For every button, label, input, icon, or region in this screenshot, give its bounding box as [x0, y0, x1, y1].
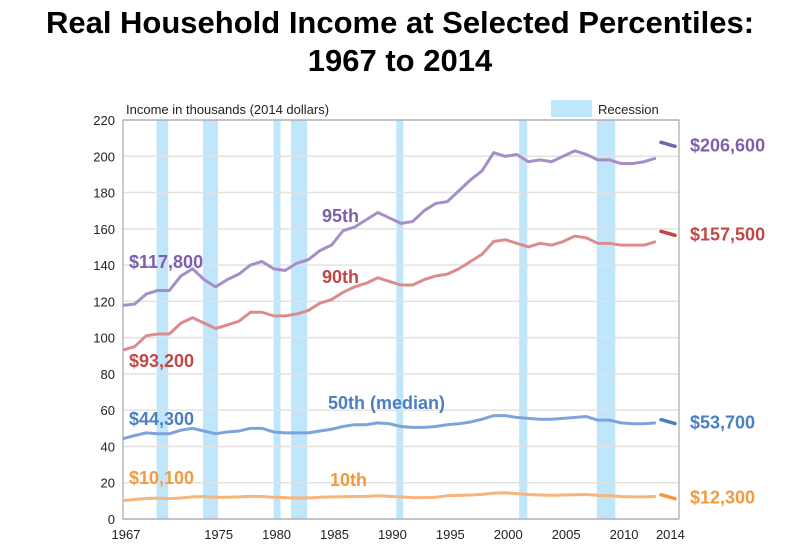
y-axis-label: Income in thousands (2014 dollars): [126, 102, 329, 117]
plot-frame: [122, 119, 680, 520]
end-value-label: $53,700: [690, 413, 755, 433]
x-tick-label: 1967: [112, 527, 141, 542]
end-marker-2: [659, 417, 677, 426]
y-tick-label: 40: [101, 439, 115, 454]
end-value-label: $157,500: [690, 224, 765, 244]
x-tick-label: 1980: [262, 527, 291, 542]
x-tick-label: 2014: [656, 527, 685, 542]
x-tick-label: 2000: [494, 527, 523, 542]
recession-band: [596, 120, 616, 519]
series-name-label: 90th: [322, 267, 359, 287]
legend-recession-label: Recession: [598, 102, 659, 117]
recession-band: [202, 120, 218, 519]
x-tick-label: 1995: [436, 527, 465, 542]
x-tick-label: 1985: [320, 527, 349, 542]
series-line-0: [122, 149, 657, 307]
series-line-1: [122, 234, 657, 352]
series-line-2: [122, 414, 656, 441]
recession-band: [156, 120, 169, 519]
series-name-label: 10th: [330, 470, 367, 490]
recession-band: [273, 120, 281, 519]
start-value-label: $117,800: [129, 252, 203, 272]
end-value-label: $12,300: [690, 488, 755, 508]
y-tick-label: 80: [101, 367, 115, 382]
y-tick-label: 160: [93, 222, 115, 237]
legend-recession-swatch: [551, 100, 592, 117]
x-tick-label: 2010: [610, 527, 639, 542]
x-tick-label: 1990: [378, 527, 407, 542]
y-tick-label: 120: [93, 294, 115, 309]
x-tick-label: 1975: [204, 527, 233, 542]
y-tick-label: 0: [108, 512, 115, 527]
chart-title: Real Household Income at Selected Percen…: [0, 4, 800, 80]
recession-band: [290, 120, 308, 519]
y-tick-label: 60: [101, 403, 115, 418]
end-marker-1: [659, 229, 677, 238]
y-tick-label: 100: [93, 331, 115, 346]
x-tick-label: 2005: [552, 527, 581, 542]
start-value-label: $10,100: [129, 468, 194, 488]
y-tick-label: 180: [93, 186, 115, 201]
y-tick-label: 220: [93, 113, 115, 128]
series-name-label: 95th: [322, 206, 359, 226]
end-marker-3: [659, 492, 677, 501]
start-value-label: $44,300: [129, 409, 194, 429]
y-tick-label: 140: [93, 258, 115, 273]
end-marker-0: [659, 140, 677, 149]
title-line-1: Real Household Income at Selected Percen…: [45, 5, 755, 40]
start-value-label: $93,200: [129, 351, 194, 371]
y-tick-label: 20: [101, 476, 115, 491]
series-name-label: 50th (median): [328, 393, 445, 413]
title-line-2: 1967 to 2014: [307, 43, 493, 78]
y-tick-label: 200: [93, 149, 115, 164]
recession-band: [519, 120, 528, 519]
end-value-label: $206,600: [690, 135, 765, 155]
recession-band: [396, 120, 404, 519]
series-line-3: [122, 491, 656, 503]
